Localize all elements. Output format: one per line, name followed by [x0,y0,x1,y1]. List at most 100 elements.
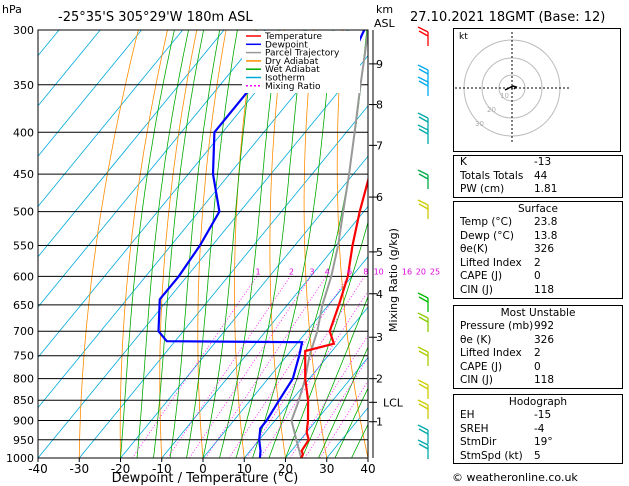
wind-barb-flag [418,443,429,450]
mixing-ratio-label: 20 [416,268,426,277]
surface-title: Surface [517,203,558,215]
wet-adiabat-line [252,30,334,458]
hodo-value: 5 [534,449,541,462]
x-tick-label: 40 [360,462,375,476]
datetime-title: 27.10.2021 18GMT (Base: 12) [410,10,605,25]
x-tick-label: -30 [69,462,89,476]
mixing-ratio-label: 1 [255,268,260,277]
index-row: Totals Totals 44 [454,170,622,184]
wind-barb-flag [418,128,429,135]
index-value: -13 [534,156,552,168]
isotherm-line [38,54,368,458]
km-tick-label: 8 [376,99,383,112]
hodo-label: EH [460,409,475,421]
pressure-unit-label: hPa [2,3,22,16]
wind-barb-flag [418,68,429,75]
temperature-line [300,176,368,458]
x-tick-label: 0 [199,462,207,476]
wet-adiabat-line [318,346,368,458]
legend-entry: Mixing Ratio [265,82,321,92]
surface-value: 13.8 [534,229,558,242]
mixing-ratio-line [246,276,365,458]
mixing-ratio-labels: 1 2 3 4 6 8 10 16 20 25 [255,268,440,277]
wind-barb-flag [417,312,429,319]
hodograph-ring-label: 20 [487,106,496,114]
most-unstable-title: Most Unstable [500,307,576,319]
surface-value: 2 [534,256,541,269]
km-tick-label: LCL [383,396,404,409]
legend-entry: Temperature [264,32,322,42]
x-tick-label: 10 [237,462,252,476]
hodograph-ring-label: 10 [500,92,509,100]
index-row: K -13 [454,156,622,170]
pressure-tick-label: 800 [13,373,34,386]
wind-barbs [417,26,429,459]
pressure-tick-label: 400 [13,126,34,139]
km-tick-label: 2 [376,373,383,386]
wind-barb-flag [417,292,429,299]
km-tick-label: 3 [376,331,383,344]
index-value: 44 [534,169,548,182]
legend-entry: Dry Adiabat [265,57,319,67]
pressure-tick-label: 750 [13,350,34,363]
dry-adiabat-line [400,30,450,458]
pressure-tick-label: 1000 [6,452,34,465]
km-tick-label: 9 [376,58,383,71]
copyright-text: © weatheronline.co.uk [452,471,578,484]
hodo-label: SREH [460,422,489,435]
wind-barb-flag [417,439,429,446]
x-tick-label: 20 [278,462,293,476]
hodo-row: EH -15 [454,409,622,423]
isotherm-line [120,155,368,458]
wind-barb-flag [417,169,429,176]
km-tick-label: 5 [376,246,383,259]
wind-barb-flag [417,112,429,119]
surface-label: Temp (°C) [460,216,513,228]
km-tick-label: 1 [376,416,383,429]
surface-value: 0 [534,270,541,283]
wet-adiabat-line [334,387,368,458]
wet-adiabat-line [186,30,238,458]
wind-barb-flag [418,203,429,210]
index-label: PW (cm) [460,183,505,196]
wet-adiabat-line [136,30,189,458]
wind-barb-flag [418,316,429,323]
hodograph-kt-label: kt [459,32,468,42]
wind-barb-flag [418,173,429,180]
surface-label: CAPE (J) [460,270,503,283]
mu-label: Pressure (mb) [460,320,534,332]
km-tick-label: 6 [376,191,383,204]
pressure-tick-label: 450 [13,168,34,181]
mu-value: 118 [534,374,555,387]
hodo-label: StmDir [460,436,497,449]
x-tick-label: -10 [152,462,172,476]
hodo-row: StmDir 19° [454,436,622,450]
wind-barb-flag [418,403,429,410]
pressure-tick-label: 500 [13,206,34,219]
isotherm-line [285,356,368,458]
legend-entry: Dewpoint [265,40,308,50]
x-tick-label: 30 [319,462,334,476]
wet-adiabat-line [120,30,175,458]
legend-entry: Isotherm [265,74,305,84]
surface-label: θe(K) [460,243,488,256]
pressure-tick-label: 900 [13,415,34,428]
pressure-tick-label: 850 [13,394,34,407]
mu-value: 992 [534,320,555,332]
mu-value: 326 [534,333,555,346]
isobar-lines [38,29,368,459]
mu-row: Pressure (mb) 992 [454,320,622,334]
wind-barb-flag [418,296,429,303]
mu-label: CIN (J) [460,374,493,387]
wind-barb-flag [418,30,429,37]
pressure-tick-label: 600 [13,270,34,283]
pressure-tick-label: 700 [13,325,34,338]
axes: 3003504004505005506006507007508008509009… [6,24,376,476]
wind-barb-flag [418,350,429,357]
mu-value: 2 [534,347,541,360]
mixing-ratio-label: 16 [402,268,412,277]
mu-label: CAPE (J) [460,360,503,373]
mu-row: Lifted Index 2 [454,347,622,361]
hodograph-trace [504,85,518,91]
wind-barb-flag [417,26,429,33]
